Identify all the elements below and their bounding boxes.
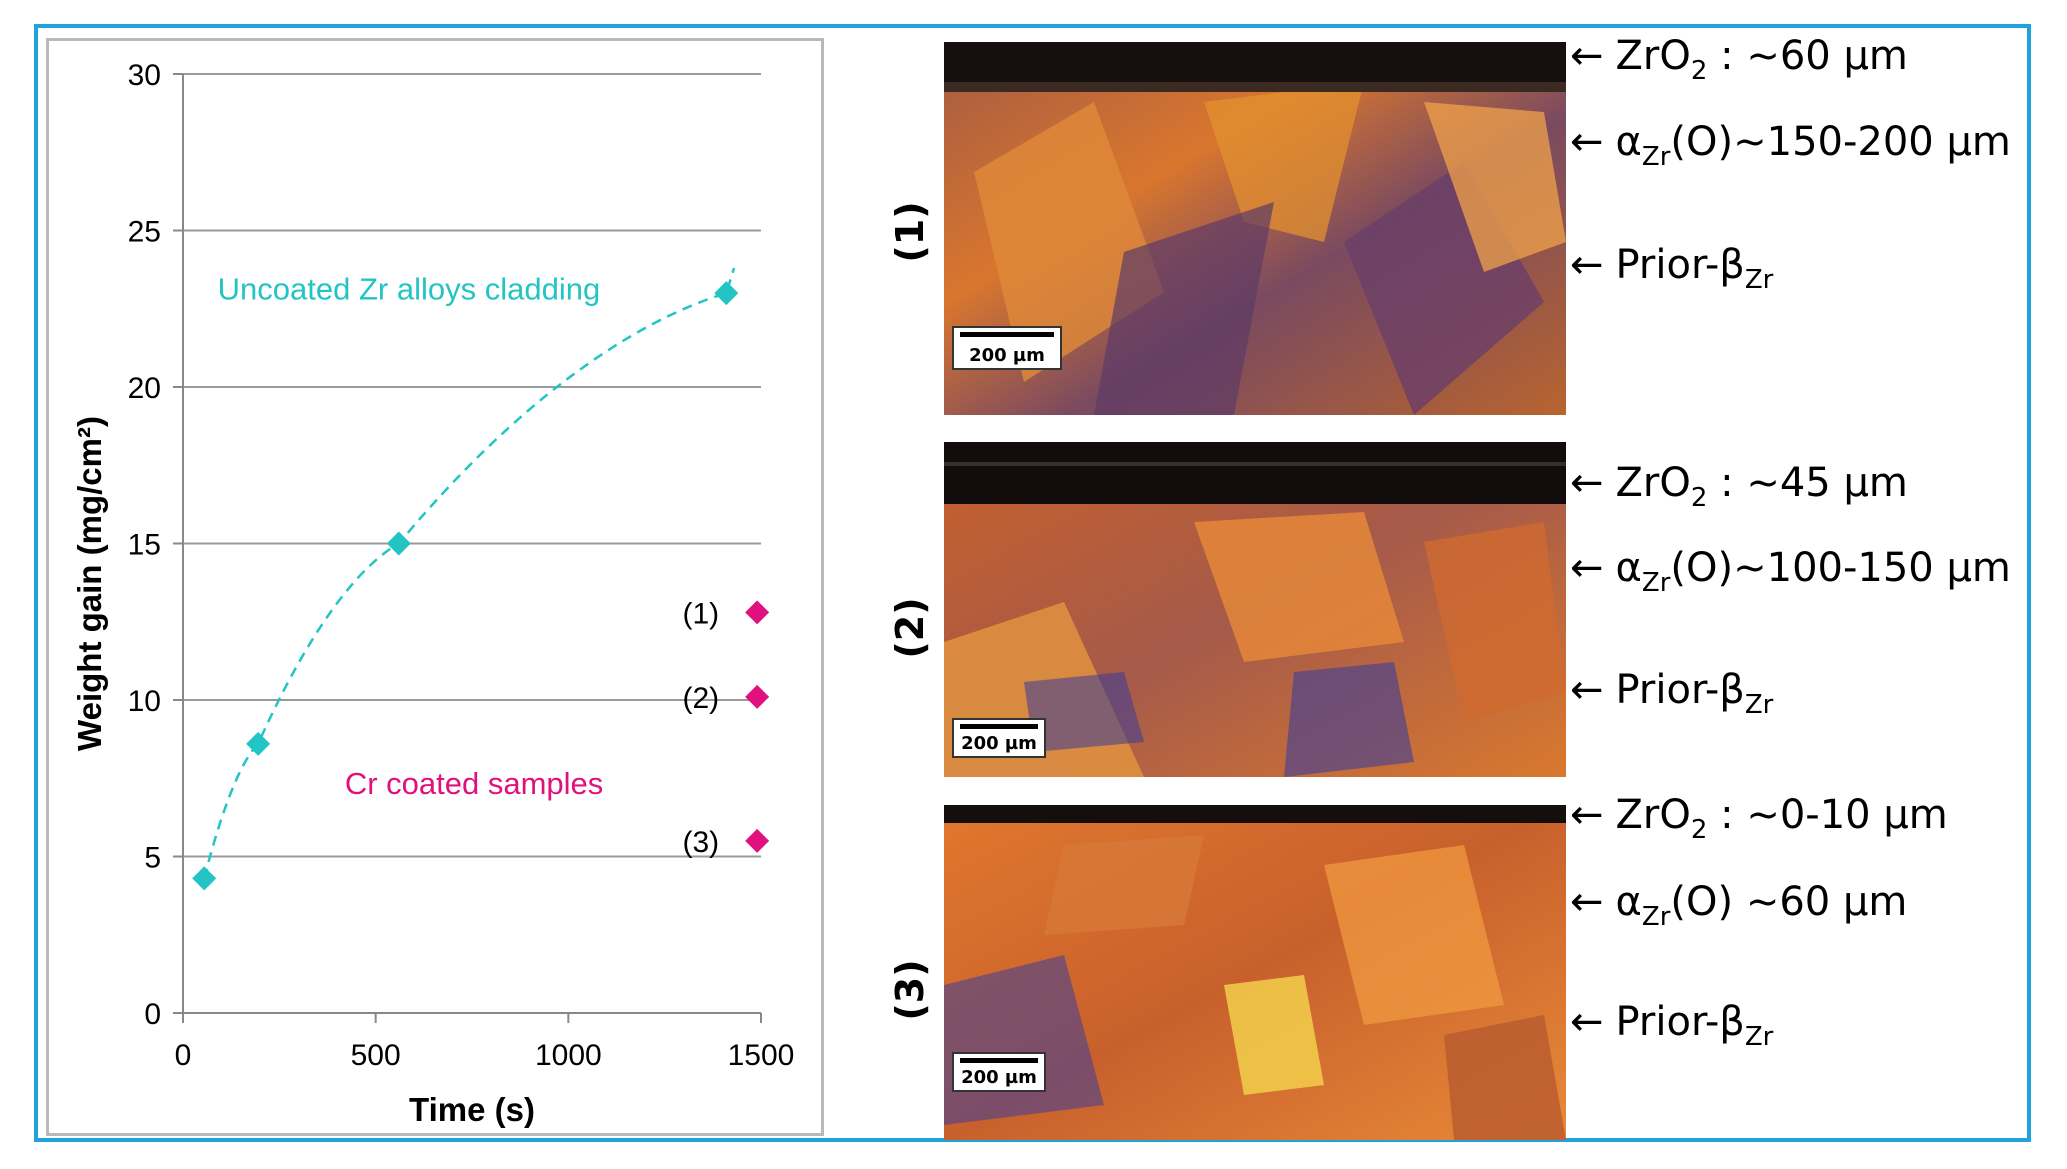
- panel-label-2: (2): [888, 597, 932, 659]
- annotation-alpha-1: ← αZr(O)~150-200 µm: [1570, 119, 2011, 172]
- weight-gain-chart: 0 5 10 15 20 25 30 0 500 1000 1500 (1) (2) (3) Uncoate…: [71, 59, 795, 1128]
- x-axis-label: Time (s): [409, 1091, 535, 1128]
- chart-panel: 0 5 10 15 20 25 30 0 500 1000 1500 (1) (2) (3) Uncoate…: [46, 38, 824, 1136]
- annotation-oxide-2: ← ZrO2 : ~45 µm: [1570, 460, 1908, 513]
- y-tick-label: 20: [128, 372, 161, 405]
- annotation-beta-1: ← Prior-βZr: [1570, 242, 1774, 295]
- annotation-oxide-1: ← ZrO2 : ~60 µm: [1570, 33, 1908, 86]
- micrograph-1: [944, 42, 1566, 415]
- scale-bar-1: 200 µm: [952, 326, 1062, 370]
- y-tick-label: 30: [128, 59, 161, 92]
- data-point: [745, 684, 770, 709]
- scale-bar-label: 200 µm: [961, 733, 1037, 754]
- data-point: [192, 866, 217, 891]
- panel-label-3: (3): [888, 959, 932, 1021]
- annotation-alpha-3: ← αZr(O) ~60 µm: [1570, 879, 1908, 932]
- figure-frame: [34, 24, 2031, 1142]
- scale-bar-line: [960, 332, 1054, 337]
- y-tick-label: 10: [128, 685, 161, 718]
- y-tick-label: 0: [144, 998, 161, 1031]
- data-points: [192, 281, 770, 891]
- micrograph-2: [944, 442, 1566, 777]
- y-tick-label: 25: [128, 216, 161, 249]
- scale-bar-2: 200 µm: [952, 718, 1046, 758]
- data-point: [745, 828, 770, 853]
- annotation-beta-2: ← Prior-βZr: [1570, 667, 1774, 720]
- y-axis-label: Weight gain (mg/cm²): [71, 416, 108, 751]
- point-label: (2): [682, 682, 719, 715]
- scale-bar-line: [960, 724, 1038, 729]
- scale-bar-label: 200 µm: [969, 345, 1045, 366]
- data-point: [714, 281, 739, 306]
- annotation-beta-3: ← Prior-βZr: [1570, 999, 1774, 1052]
- micrograph-2-image: [944, 442, 1566, 777]
- micrograph-1-image: [944, 42, 1566, 415]
- annotation-oxide-3: ← ZrO2 : ~0-10 µm: [1570, 792, 1948, 845]
- y-tick-label: 5: [144, 842, 161, 875]
- series-label-coated: Cr coated samples: [345, 766, 603, 801]
- chart-labels: 0 5 10 15 20 25 30 0 500 1000 1500 (1) (2) (3) Uncoate…: [128, 59, 795, 1072]
- uncoated-trendline: [202, 267, 736, 879]
- annotation-alpha-2: ← αZr(O)~100-150 µm: [1570, 545, 2011, 598]
- point-label: (3): [682, 826, 719, 859]
- scale-bar-line: [960, 1058, 1038, 1063]
- panel-label-1: (1): [888, 201, 932, 263]
- data-point: [386, 531, 411, 556]
- micrograph-3-image: [944, 805, 1566, 1140]
- y-tick-label: 15: [128, 529, 161, 562]
- x-tick-label: 1500: [728, 1039, 795, 1072]
- series-label-uncoated: Uncoated Zr alloys cladding: [218, 271, 601, 306]
- scale-bar-label: 200 µm: [961, 1067, 1037, 1088]
- grid-lines: [183, 73, 761, 858]
- scale-bar-3: 200 µm: [952, 1052, 1046, 1092]
- point-label: (1): [682, 597, 719, 630]
- axes: [173, 73, 762, 1023]
- x-tick-label: 1000: [535, 1039, 602, 1072]
- x-tick-label: 500: [351, 1039, 401, 1072]
- data-point: [246, 731, 271, 756]
- x-tick-label: 0: [175, 1039, 192, 1072]
- micrograph-3: [944, 805, 1566, 1140]
- data-point: [745, 600, 770, 625]
